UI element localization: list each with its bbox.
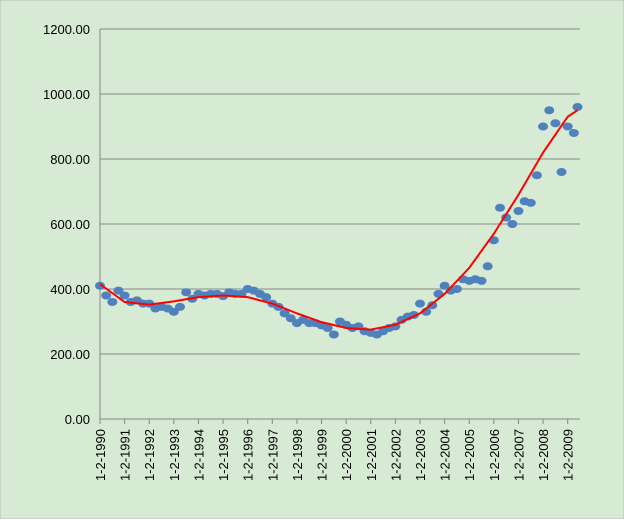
x-tick-label: 1-2-2005 [462,429,477,481]
data-point [181,288,192,297]
data-point [328,330,339,339]
x-tick-label: 1-2-2001 [364,429,379,481]
x-tick-label: 1-2-1998 [290,429,305,481]
data-point [495,203,505,212]
data-point [119,291,130,300]
x-tick-label: 1-2-1997 [265,429,280,481]
y-tick-label: 200.00 [50,347,90,362]
data-point [572,103,583,111]
y-tick-label: 800.00 [50,152,90,167]
y-tick-label: 1000.00 [43,87,90,102]
x-tick-label: 1-2-2007 [511,429,526,481]
data-point [415,299,425,308]
data-point [544,106,555,115]
data-point [168,307,179,316]
x-tick-label: 1-2-2008 [536,429,551,481]
x-tick-label: 1-2-2000 [339,429,354,481]
data-point [513,207,524,215]
x-tick-label: 1-2-1994 [191,429,206,481]
y-tick-label: 1200.00 [43,22,90,37]
x-tick-label: 1-2-2006 [487,429,502,481]
data-point [550,119,561,128]
data-point [525,198,536,207]
data-point [507,220,518,228]
data-point [439,281,450,290]
data-point [322,324,333,332]
data-point [285,314,296,323]
data-point [451,285,462,293]
data-point [101,291,112,300]
x-tick-label: 1-2-1990 [93,429,108,481]
data-point [113,286,124,295]
y-tick-label: 600.00 [50,217,90,232]
data-point [427,301,438,310]
x-tick-label: 1-2-2009 [561,429,576,481]
y-tick-label: 0.00 [65,412,90,427]
x-tick-label: 1-2-1993 [167,429,182,481]
data-point [175,302,185,311]
data-point [482,262,493,271]
x-tick-label: 1-2-2004 [438,429,453,481]
trend-line [99,109,579,331]
data-point [562,122,573,131]
y-tick-label: 400.00 [50,282,90,297]
data-point [568,129,579,137]
x-tick-label: 1-2-1999 [315,429,330,481]
data-point [107,298,118,306]
x-tick-label: 1-2-1996 [241,429,256,481]
data-point [261,293,272,302]
data-point [279,309,290,318]
x-tick-label: 1-2-1992 [142,429,157,481]
x-tick-label: 1-2-1991 [118,429,133,481]
data-point [476,276,487,285]
data-point [556,168,567,176]
data-point [531,171,542,180]
x-tick-label: 1-2-1995 [216,429,231,481]
x-tick-label: 1-2-2002 [388,429,403,481]
data-point [95,281,105,290]
data-point [538,122,549,131]
x-tick-label: 1-2-2003 [413,429,428,481]
